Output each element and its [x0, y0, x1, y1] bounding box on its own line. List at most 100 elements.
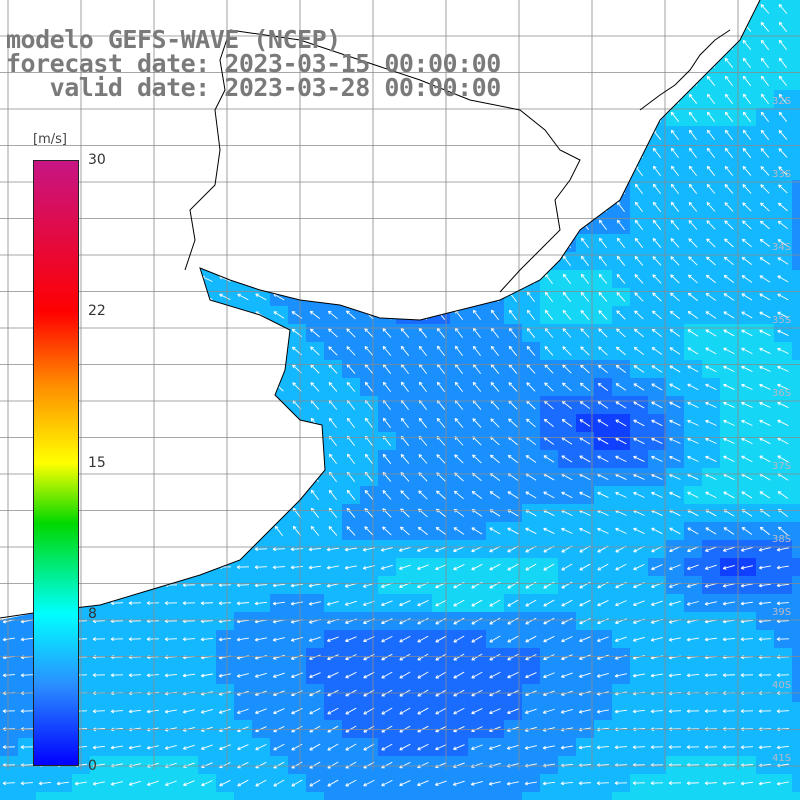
wind-cell [108, 522, 127, 541]
wind-arrow [183, 311, 195, 318]
wind-arrow [507, 5, 519, 12]
wind-cell [0, 288, 19, 307]
wind-arrow [148, 526, 158, 536]
wind-cell [90, 540, 109, 559]
wind-cell [414, 0, 433, 19]
wind-arrow [310, 4, 320, 14]
wind-cell [234, 108, 253, 127]
wind-cell [234, 504, 253, 523]
wind-arrow [309, 221, 321, 229]
wind-arrow [490, 273, 500, 284]
wind-cell [396, 198, 415, 217]
wind-cell [234, 396, 253, 415]
wind-arrow [201, 112, 212, 122]
wind-arrow [20, 601, 33, 606]
wind-arrow [4, 238, 14, 248]
wind-arrow [706, 40, 716, 50]
wind-cell [252, 504, 271, 523]
wind-arrow [21, 329, 33, 337]
wind-cell [666, 0, 685, 19]
wind-arrow [201, 149, 213, 157]
wind-arrow [345, 185, 357, 193]
wind-arrow [291, 113, 303, 121]
wind-arrow [597, 58, 609, 67]
wind-arrow [129, 221, 141, 229]
wind-arrow [58, 147, 68, 158]
wind-cell [162, 270, 181, 289]
wind-cell [450, 108, 469, 127]
wind-cell [540, 162, 559, 181]
wind-cell [360, 792, 379, 800]
wind-arrow [129, 184, 141, 194]
wind-arrow [435, 185, 447, 193]
wind-cell [558, 54, 577, 73]
wind-cell [126, 504, 145, 523]
wind-arrow [165, 401, 177, 409]
wind-cell [234, 432, 253, 451]
wind-arrow [183, 185, 195, 193]
wind-arrow [489, 5, 501, 12]
wind-arrow [363, 257, 375, 265]
wind-arrow [219, 347, 231, 355]
wind-cell [126, 324, 145, 343]
wind-cell [90, 414, 109, 433]
wind-arrow [4, 165, 14, 177]
wind-cell [432, 198, 451, 217]
wind-cell [396, 270, 415, 289]
wind-cell [108, 288, 127, 307]
wind-cell [792, 630, 800, 649]
wind-arrow [381, 167, 393, 175]
wind-cell [792, 306, 800, 325]
wind-cell [162, 360, 181, 379]
wind-cell [108, 486, 127, 505]
wind-arrow [489, 166, 500, 176]
wind-cell [18, 792, 37, 800]
wind-cell [180, 414, 199, 433]
wind-cell [396, 126, 415, 145]
wind-arrow [256, 489, 266, 501]
wind-cell [144, 234, 163, 253]
wind-cell [90, 324, 109, 343]
wind-cell [180, 198, 199, 217]
wind-arrow [200, 547, 214, 552]
wind-cell [108, 198, 127, 217]
wind-cell [324, 0, 343, 19]
wind-arrow [256, 418, 266, 428]
wind-cell [234, 360, 253, 379]
wind-cell [792, 774, 800, 793]
wind-cell [450, 288, 469, 307]
wind-arrow [471, 113, 483, 121]
wind-arrow [21, 347, 33, 355]
wind-arrow [22, 238, 32, 248]
wind-arrow [3, 347, 15, 355]
wind-arrow [399, 131, 411, 138]
wind-cell [126, 792, 145, 800]
wind-cell [792, 198, 800, 217]
wind-cell [792, 702, 800, 721]
wind-cell [126, 522, 145, 541]
wind-arrow [561, 94, 573, 104]
wind-arrow [147, 437, 159, 445]
wind-cell [234, 792, 253, 800]
wind-arrow [219, 131, 231, 139]
wind-cell [666, 72, 685, 91]
wind-cell [216, 396, 235, 415]
wind-arrow [220, 454, 230, 464]
wind-arrow [454, 291, 464, 302]
wind-cell [252, 432, 271, 451]
wind-cell [108, 504, 127, 523]
wind-cell [504, 234, 523, 253]
wind-cell [792, 396, 800, 415]
wind-cell [162, 180, 181, 199]
wind-arrow [148, 490, 158, 500]
wind-cell [702, 792, 721, 800]
wind-arrow [417, 131, 429, 139]
wind-arrow [4, 256, 14, 266]
wind-arrow [237, 167, 249, 175]
wind-arrow [3, 455, 15, 462]
wind-arrow [93, 419, 105, 427]
wind-cell [306, 126, 325, 145]
wind-cell [0, 792, 19, 800]
wind-cell [198, 342, 217, 361]
wind-arrow [507, 23, 519, 30]
